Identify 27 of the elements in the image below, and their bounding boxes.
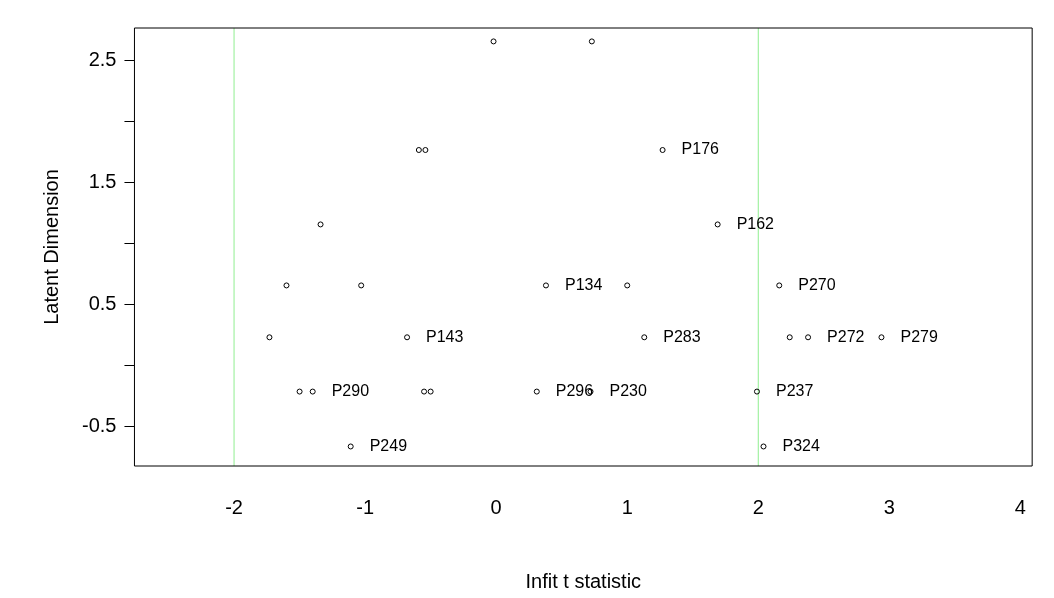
x-tick-label: 0 [490, 495, 502, 518]
y-axis-title: Latent Dimension [39, 169, 62, 325]
y-tick-label: 0.5 [88, 292, 117, 315]
x-axis-title: Infit t statistic [525, 569, 642, 592]
y-tick-label: -0.5 [81, 414, 117, 437]
x-tick-label: 1 [621, 495, 633, 518]
annotation: P143 [426, 327, 464, 345]
x-tick-label: -1 [356, 495, 375, 518]
x-tick-label: 3 [883, 495, 895, 518]
x-tick-label: 4 [1014, 495, 1026, 518]
x-tick-label: -2 [225, 495, 243, 518]
y-tick-label: 2.5 [88, 48, 117, 71]
annotation: P237 [775, 381, 814, 399]
annotation: P283 [663, 327, 701, 345]
annotation: P176 [681, 140, 720, 158]
x-tick-label: 2 [752, 495, 764, 518]
annotation: P279 [900, 327, 938, 345]
annotation: P290 [331, 381, 370, 399]
annotation: P134 [564, 275, 603, 293]
annotation: P162 [736, 214, 775, 232]
annotation: P249 [369, 436, 408, 454]
annotation: P272 [827, 327, 865, 345]
annotation: P230 [609, 381, 647, 399]
annotation: P296 [555, 381, 594, 399]
annotation: P324 [782, 436, 820, 454]
y-tick-label: 1.5 [88, 170, 117, 193]
annotation: P270 [798, 275, 836, 293]
